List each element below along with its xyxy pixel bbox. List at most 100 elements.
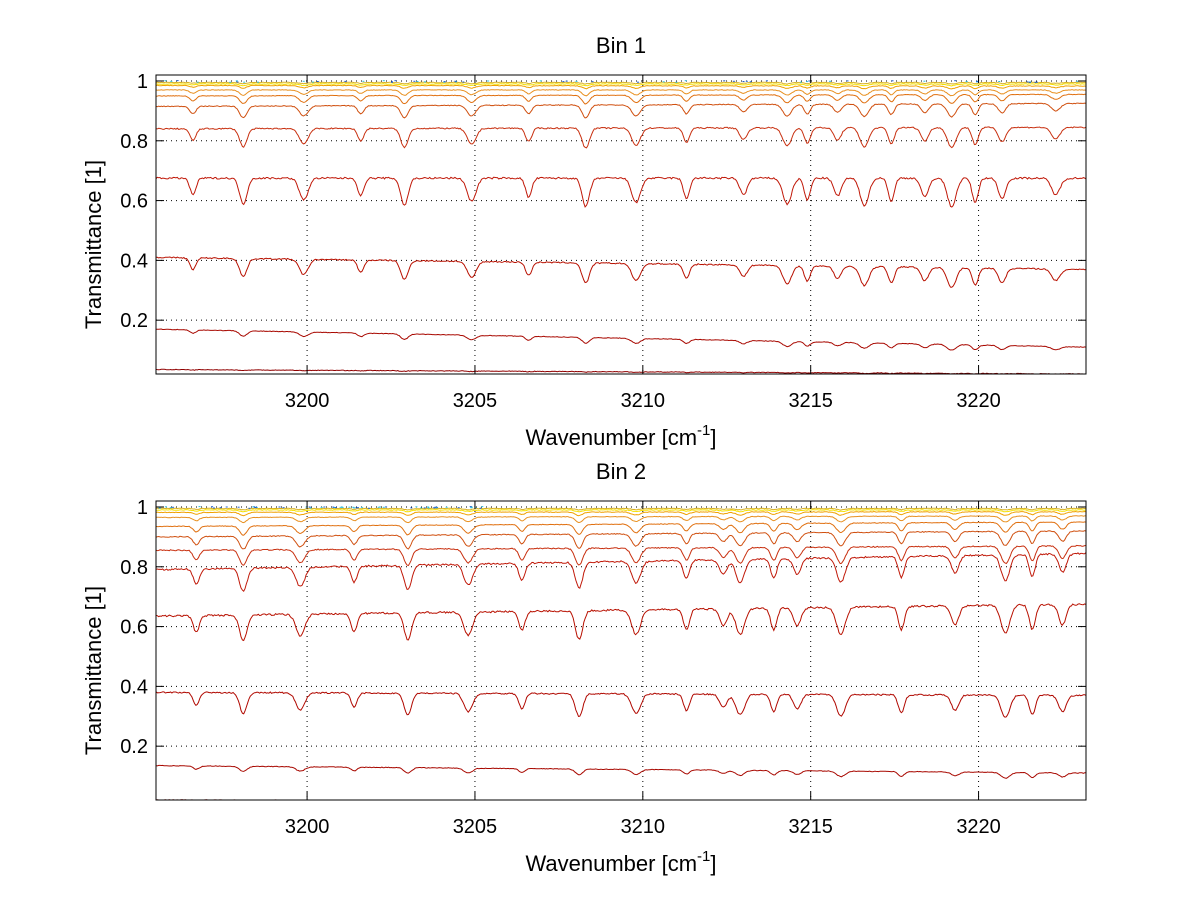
noise-mark (198, 506, 201, 508)
x-tick-label: 3200 (285, 816, 330, 838)
noise-mark (225, 506, 228, 508)
noise-mark (433, 507, 436, 509)
noise-mark (965, 81, 968, 83)
x-tick-label: 3200 (285, 390, 330, 412)
noise-mark (443, 81, 446, 83)
series-line (155, 510, 1087, 517)
noise-mark (367, 507, 370, 509)
noise-mark (172, 506, 174, 508)
noise-mark (1035, 81, 1038, 83)
noise-mark (394, 80, 397, 82)
noise-mark (481, 506, 484, 508)
noise-mark (487, 80, 490, 82)
noise-mark (742, 81, 745, 82)
noise-mark (341, 506, 344, 508)
noise-mark (355, 507, 358, 509)
noise-mark (278, 506, 281, 508)
noise-mark (158, 507, 161, 509)
y-tick-label: 0.4 (120, 676, 148, 698)
noise-mark (196, 81, 199, 83)
y-tick-label: 0.2 (120, 736, 148, 758)
series-line (155, 126, 1087, 149)
series-line (155, 764, 1086, 779)
noise-mark (723, 80, 726, 82)
noise-mark (423, 81, 426, 83)
noise-mark (334, 507, 337, 509)
x-tick-label: 3210 (621, 816, 666, 838)
subplot-bin-2: 3200 3205 3210 3215 3220 0.2 0.4 0.6 0.8 1 Bin 2 Wa… (81, 459, 1087, 876)
chart-title: Bin 1 (596, 33, 646, 58)
x-axis-label: Wavenumber [cm-1] (525, 848, 716, 876)
noise-mark (662, 81, 665, 83)
series-line (155, 84, 1087, 90)
noise-mark (302, 80, 305, 82)
noise-mark (846, 80, 849, 82)
noise-mark (339, 506, 342, 508)
y-axis-label: Transmittance [1] (81, 586, 106, 755)
y-tick-label: 1 (137, 71, 148, 93)
noise-mark (891, 80, 894, 82)
x-tick-label: 3215 (788, 390, 833, 412)
y-tick-label: 0.8 (120, 557, 148, 579)
noise-mark (357, 507, 359, 509)
x-tick-label: 3205 (453, 816, 498, 838)
y-tick-label: 0.6 (120, 191, 148, 213)
series-line (155, 544, 1087, 567)
noise-mark (382, 80, 385, 82)
noise-mark (235, 80, 238, 82)
series-line (155, 93, 1087, 105)
noise-mark (745, 80, 748, 82)
noise-mark (164, 80, 167, 82)
noise-mark (382, 506, 385, 508)
noise-mark (410, 507, 413, 509)
noise-mark (252, 506, 255, 508)
noise-mark (248, 507, 251, 509)
noise-mark (243, 81, 246, 83)
noise-mark (454, 80, 457, 82)
noise-mark (765, 80, 768, 82)
noise-mark (1076, 80, 1079, 82)
series-line (155, 521, 1087, 536)
noise-mark (808, 80, 811, 82)
noise-mark (237, 506, 240, 508)
noise-mark (377, 506, 380, 508)
noise-mark (212, 507, 215, 509)
noise-mark (479, 507, 482, 509)
noise-mark (427, 506, 430, 508)
noise-mark (976, 80, 979, 82)
subplot-bin-1: 3200 3205 3210 3215 3220 0.2 0.4 0.6 0.8 1 Bin 1 Wa… (81, 33, 1087, 450)
noise-mark (749, 81, 752, 83)
noise-mark (219, 507, 222, 509)
noise-mark (427, 507, 430, 509)
noise-mark (413, 80, 416, 82)
noise-mark (229, 81, 232, 83)
noise-mark (806, 81, 808, 83)
noise-mark (360, 506, 363, 508)
y-tick-label: 0.4 (120, 250, 148, 272)
noise-mark (998, 81, 1001, 82)
noise-mark (176, 80, 179, 82)
series-line (155, 176, 1087, 208)
noise-mark (539, 80, 542, 82)
series-line (155, 81, 1087, 85)
noise-mark (311, 81, 314, 83)
noise-mark (309, 507, 312, 509)
noise-mark (391, 81, 394, 83)
y-tick-label: 0.8 (120, 131, 148, 153)
noise-mark (976, 81, 978, 83)
axes-box (155, 500, 1087, 801)
x-tick-label: 3205 (453, 390, 498, 412)
noise-mark (385, 506, 388, 508)
noise-mark (923, 80, 926, 82)
noise-mark (420, 507, 423, 509)
noise-mark (445, 506, 448, 508)
noise-mark (474, 507, 477, 509)
noise-mark (416, 81, 419, 82)
noise-mark (362, 80, 365, 82)
noise-mark (675, 81, 678, 83)
noise-mark (954, 80, 957, 82)
series-line (156, 509, 1087, 513)
noise-mark (469, 506, 472, 508)
noise-mark (575, 80, 578, 82)
